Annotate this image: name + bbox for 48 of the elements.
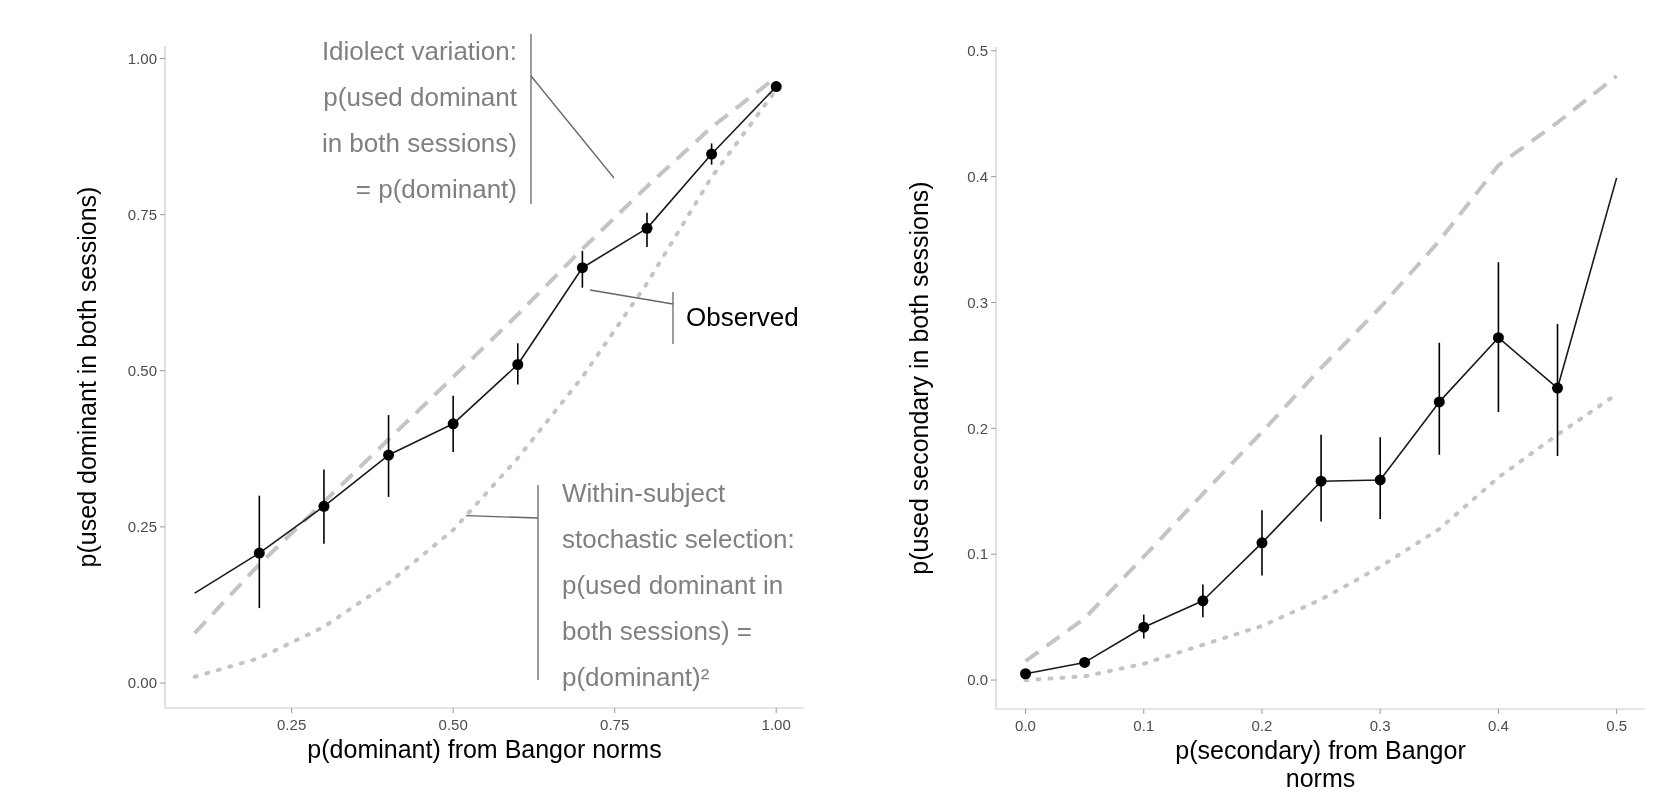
x-tick-label: 0.25 (277, 716, 307, 733)
point (706, 148, 718, 160)
x-tick-label: 0.4 (1487, 717, 1509, 734)
y-tick-label: 1.00 (127, 49, 157, 67)
y-tick-label: 0.2 (967, 419, 988, 437)
annotation: Within-subject stochastic selection: p(used dominant in both sessions) = p(dominant)² (562, 478, 795, 692)
y-tick-label: 0.00 (127, 674, 157, 692)
y-tick-label: 0.5 (967, 42, 988, 60)
point (1315, 475, 1327, 487)
point (1374, 474, 1386, 486)
annotation: Idiolect variation: p(used dominant in both sessions) = p(dominant) (321, 36, 518, 204)
point (576, 262, 588, 274)
annotation: Observed (686, 302, 799, 332)
y-tick-label: 0.25 (127, 518, 157, 536)
line-series (1023, 73, 1619, 664)
point (447, 418, 459, 430)
y-tick-label: 0.4 (967, 167, 988, 185)
y-tick-label: 0.0 (967, 671, 988, 689)
y-tick-label: 0.1 (967, 545, 988, 563)
point (512, 359, 524, 371)
point (1256, 537, 1268, 549)
y-tick-label: 0.3 (967, 293, 988, 311)
point (318, 500, 330, 512)
x-tick-label: 0.1 (1133, 717, 1155, 734)
x-tick-label: 0.3 (1369, 717, 1391, 734)
point (1020, 668, 1032, 680)
point (641, 222, 653, 234)
x-tick-label: 0.5 (1606, 717, 1628, 734)
x-axis-title: p(dominant) from Bangor norms (307, 735, 662, 763)
point (383, 449, 395, 461)
y-tick-label: 0.50 (127, 362, 157, 379)
point (1197, 595, 1209, 607)
y-tick-label: 0.75 (127, 205, 157, 223)
point (1552, 382, 1564, 394)
point (770, 81, 782, 93)
point (1138, 621, 1150, 633)
point (253, 547, 265, 559)
x-axis-title: p(secondary) from Bangor norms (1175, 736, 1466, 792)
x-tick-label: 0.0 (1015, 717, 1036, 734)
point (1433, 396, 1445, 408)
x-tick-label: 0.2 (1251, 717, 1273, 734)
x-tick-label: 0.75 (600, 716, 630, 733)
x-tick-label: 0.50 (438, 716, 468, 733)
point (1079, 656, 1091, 668)
y-axis-title: p(used secondary in both sessions) (905, 181, 933, 575)
x-tick-label: 1.00 (761, 716, 791, 733)
point (1492, 332, 1504, 344)
y-axis-title: p(used dominant in both sessions) (73, 186, 101, 568)
